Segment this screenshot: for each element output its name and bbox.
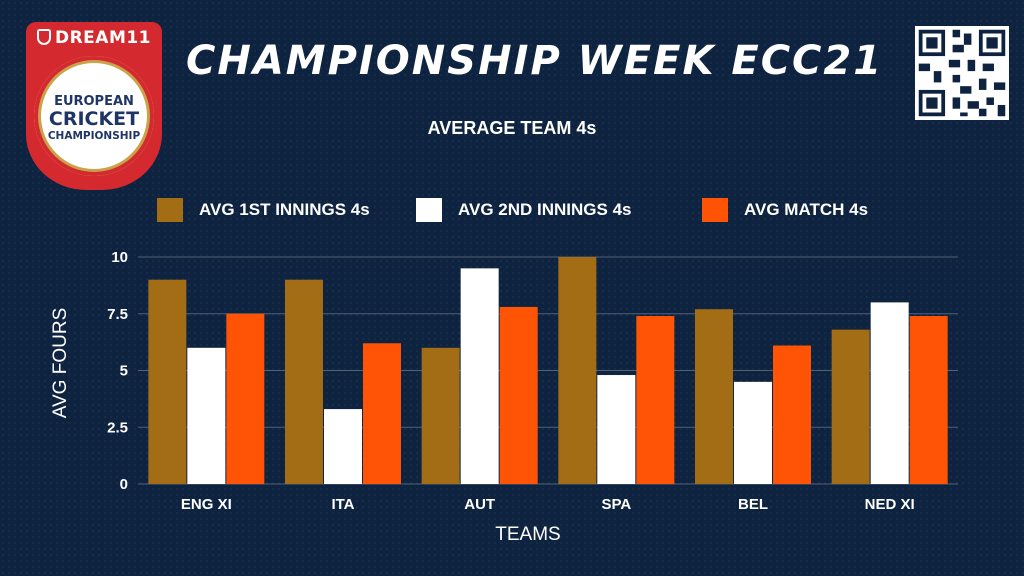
legend-label: AVG 1ST INNINGS 4s — [199, 200, 370, 219]
y-tick-label: 0 — [120, 476, 128, 493]
legend-item-1st-innings: AVG 1ST INNINGS 4s — [157, 195, 370, 225]
bar-bel-series-3 — [773, 345, 811, 484]
badge-line-3: CHAMPIONSHIP — [47, 130, 141, 142]
bar-ita-series-2 — [324, 409, 362, 484]
bar-aut-series-3 — [499, 306, 538, 484]
y-tick-label: 7.5 — [107, 306, 128, 323]
legend-label: AVG MATCH 4s — [744, 200, 869, 219]
bar-ned-xi-series-2 — [870, 302, 909, 484]
legend-item-match: AVG MATCH 4s — [702, 195, 868, 225]
bar-ita-series-1 — [285, 279, 323, 484]
legend-label: AVG 2ND INNINGS 4s — [458, 200, 632, 219]
legend-swatch — [157, 198, 183, 222]
bar-ned-xi-series-1 — [831, 329, 870, 484]
y-tick-label: 2.5 — [107, 419, 128, 436]
x-tick-label: AUT — [464, 496, 495, 513]
bar-eng-xi-series-3 — [226, 313, 265, 484]
badge-line-1: EUROPEAN — [54, 94, 134, 109]
legend-swatch — [702, 198, 728, 222]
y-tick-label: 10 — [111, 249, 128, 266]
bar-aut-series-1 — [421, 347, 460, 484]
bar-spa-series-3 — [636, 316, 675, 484]
y-axis-label: AVG FOURS — [50, 308, 71, 419]
legend-swatch — [416, 198, 442, 222]
bar-eng-xi-series-2 — [187, 347, 226, 484]
bar-bel-series-1 — [695, 309, 733, 484]
chart-title: AVERAGE TEAM 4s — [427, 118, 597, 138]
bar-ned-xi-series-3 — [909, 316, 948, 484]
y-tick-label: 5 — [120, 363, 128, 380]
x-tick-label: ENG XI — [181, 496, 232, 513]
bar-aut-series-2 — [460, 268, 499, 484]
badge-brand: DREAM11 — [54, 28, 152, 48]
bar-eng-xi-series-1 — [148, 279, 187, 484]
badge-circle: EUROPEAN CRICKET CHAMPIONSHIP — [34, 56, 154, 176]
dream11-logo-icon — [36, 29, 51, 45]
bar-spa-series-1 — [558, 257, 597, 484]
x-tick-label: SPA — [601, 496, 631, 513]
x-tick-label: ITA — [331, 496, 354, 513]
x-tick-label: NED XI — [865, 496, 915, 513]
x-axis-label: TEAMS — [495, 524, 560, 545]
bar-ita-series-3 — [363, 343, 401, 484]
page-title: CHAMPIONSHIP WEEK ECC21 — [186, 38, 884, 84]
x-tick-label: BEL — [738, 496, 768, 513]
ecc-badge-logo: DREAM11 EUROPEAN CRICKET CHAMPIONSHIP — [26, 22, 162, 190]
qr-code-icon — [915, 26, 1009, 120]
bar-spa-series-2 — [597, 375, 636, 484]
badge-line-2: CRICKET — [48, 108, 140, 130]
bar-bel-series-2 — [734, 381, 772, 484]
legend-item-2nd-innings: AVG 2ND INNINGS 4s — [416, 195, 632, 225]
